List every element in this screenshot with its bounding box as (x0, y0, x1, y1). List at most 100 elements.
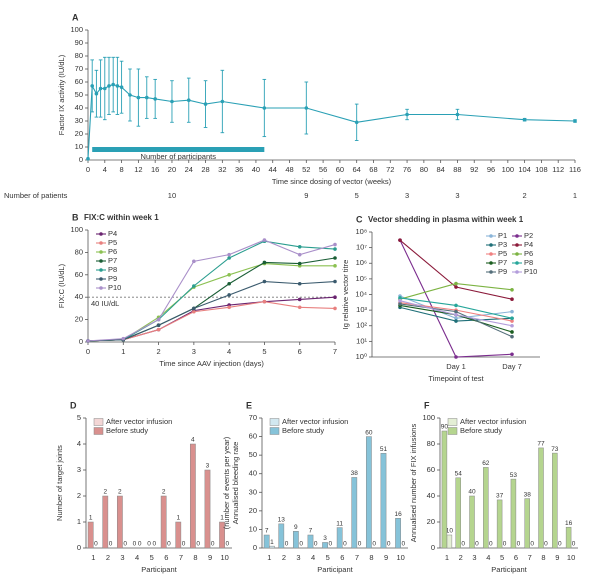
x-tick-label: 9 (208, 553, 212, 562)
bar-value-label: 11 (336, 520, 343, 527)
data-point (510, 287, 514, 292)
patients-count: 1 (573, 191, 577, 200)
y-tick-label: 20 (249, 506, 257, 515)
legend-marker (515, 261, 519, 265)
bar-value-label: 0 (544, 541, 548, 548)
x-tick-label: 3 (120, 553, 124, 562)
bar-value-label: 53 (510, 472, 518, 479)
x-tick-label: 5 (150, 553, 154, 562)
bar (292, 531, 299, 549)
bar (455, 477, 461, 549)
y-tick-label: 50 (249, 450, 257, 459)
data-point (186, 98, 191, 102)
x-axis-title: Participant (317, 565, 353, 574)
data-point (156, 327, 161, 332)
x-tick-label: 10 (221, 553, 229, 562)
series-line (87, 240, 336, 342)
bar-value-label: 2 (103, 489, 107, 496)
x-tick-label: 2 (282, 553, 286, 562)
patients-label: Number of patients (4, 191, 68, 200)
legend-marker (99, 286, 103, 290)
bar-value-label: 0 (167, 541, 171, 548)
bar-value-label: 90 (441, 424, 449, 431)
data-point (510, 297, 514, 302)
x-tick-label: 48 (285, 165, 293, 174)
x-tick-label: 4 (103, 165, 107, 174)
x-tick-label: 28 (201, 165, 209, 174)
data-point (398, 238, 402, 242)
x-tick-label: 92 (470, 165, 478, 174)
x-tick-label: 108 (535, 165, 548, 174)
y-tick-label: 100 (70, 25, 83, 34)
data-point (398, 302, 402, 306)
data-point (333, 264, 337, 268)
x-tick-label: 1 (267, 553, 271, 562)
bar-value-label: 0 (211, 541, 215, 548)
x-tick-label: 24 (185, 165, 193, 174)
y-tick-label: 50 (75, 90, 83, 99)
bar-value-label: 0 (503, 541, 507, 548)
y-tick-label: 0 (79, 337, 83, 346)
bar-value-label: 9 (294, 524, 298, 531)
legend-label: Before study (460, 426, 502, 435)
y-tick-label: 80 (75, 247, 83, 256)
y-tick-label: 10¹ (356, 336, 367, 345)
bar-value-label: 0 (372, 541, 376, 548)
data-point (510, 319, 514, 323)
data-point (455, 112, 460, 117)
data-point (454, 319, 458, 323)
panel-letter: D (70, 400, 77, 410)
legend-label: P5 (108, 238, 117, 247)
x-tick-label: 1 (91, 553, 95, 562)
bar-value-label: 13 (278, 517, 286, 524)
data-point (144, 95, 149, 100)
bar-value-label: 3 (323, 535, 327, 542)
y-tick-label: 80 (75, 51, 83, 60)
patients-count: 3 (455, 191, 459, 200)
legend-label: Before study (282, 426, 324, 435)
y-tick-label: 0 (253, 543, 257, 552)
data-point (333, 295, 337, 300)
data-point (192, 306, 196, 311)
bar-value-label: 1 (220, 515, 224, 522)
bar-value-label: 2 (162, 489, 166, 496)
x-tick-label: 2 (106, 553, 110, 562)
bar (263, 534, 270, 549)
data-point (227, 252, 231, 257)
patients-count: 10 (168, 191, 176, 200)
data-point (454, 281, 458, 286)
y-tick-label: 20 (427, 517, 435, 526)
data-point (227, 305, 231, 310)
x-tick-label: 72 (386, 165, 394, 174)
legend-marker (489, 270, 493, 274)
y-tick-label: 10 (75, 142, 83, 151)
bar-value-label: 0 (558, 541, 562, 548)
data-point (354, 120, 359, 125)
data-point (262, 279, 267, 284)
x-tick-label: 7 (179, 553, 183, 562)
bar-value-label: 1 (270, 539, 274, 546)
legend-swatch (447, 427, 458, 435)
y-axis-title: Number of target joints (55, 445, 64, 521)
bar-value-label: 3 (206, 463, 210, 470)
bar-value-label: 0 (138, 541, 142, 548)
x-tick-label: 56 (319, 165, 327, 174)
x-tick-label: 3 (192, 347, 196, 356)
data-point (262, 238, 267, 242)
data-point (454, 355, 458, 359)
x-tick-label: 10 (567, 553, 575, 562)
x-tick-label: 16 (151, 165, 159, 174)
legend-label: After vector infusion (282, 417, 348, 426)
x-tick-label: 8 (193, 553, 197, 562)
bar-value-label: 0 (343, 541, 347, 548)
x-tick-label: 88 (453, 165, 461, 174)
legend-label: P8 (524, 258, 533, 267)
legend-label: P10 (524, 267, 537, 276)
x-tick-label: 64 (353, 165, 361, 174)
x-tick-label: 2 (459, 553, 463, 562)
x-tick-label: 6 (298, 347, 302, 356)
y-tick-label: 40 (75, 103, 83, 112)
x-tick-label: 8 (120, 165, 124, 174)
bar (380, 453, 387, 549)
y-axis-title: (number of events per year) (222, 436, 231, 529)
